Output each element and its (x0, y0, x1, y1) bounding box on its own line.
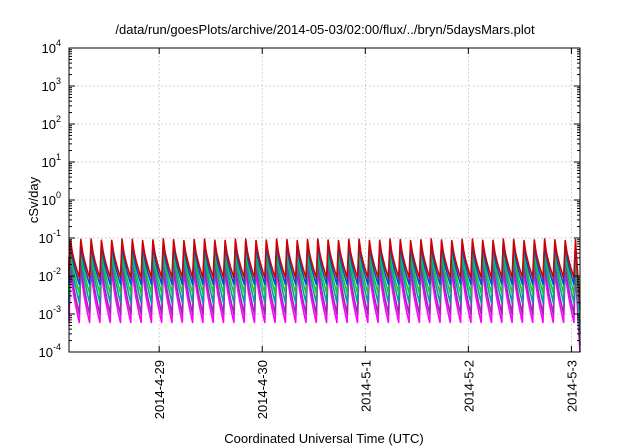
y-tick-base: 10 (42, 41, 56, 56)
y-tick-base: 10 (42, 155, 56, 170)
series-line (68, 246, 581, 323)
y-tick-base: 10 (42, 79, 56, 94)
y-tick-base: 10 (39, 269, 53, 284)
x-tick-label: 2014-5-2 (461, 360, 476, 412)
y-tick-base: 10 (39, 345, 53, 360)
series-line (68, 259, 581, 346)
y-tick-exponent: 1 (56, 152, 61, 162)
y-tick-label: 103 (42, 76, 61, 94)
series-line (68, 266, 581, 353)
y-tick-exponent: 0 (56, 190, 61, 200)
y-tick-label: 10-3 (39, 304, 61, 322)
y-tick-exponent: -4 (53, 342, 61, 352)
chart-title: /data/run/goesPlots/archive/2014-05-03/0… (115, 22, 535, 37)
y-tick-label: 100 (42, 190, 61, 208)
x-tick-label: 2014-5-1 (358, 360, 373, 412)
y-tick-exponent: -1 (53, 228, 61, 238)
y-tick-exponent: -2 (53, 266, 61, 276)
x-axis-label: Coordinated Universal Time (UTC) (224, 431, 423, 446)
y-tick-label: 10-4 (39, 342, 61, 360)
y-axis-label: cSv/day (26, 176, 41, 223)
series-lines (68, 238, 581, 353)
x-tick-label: 2014-5-3 (564, 360, 579, 412)
y-tick-exponent: -3 (53, 304, 61, 314)
y-tick-base: 10 (39, 231, 53, 246)
series-line (68, 242, 581, 310)
x-tick-label: 2014-4-29 (152, 360, 167, 419)
y-tick-label: 101 (42, 152, 61, 170)
y-tick-label: 102 (42, 114, 61, 132)
y-tick-exponent: 3 (56, 76, 61, 86)
y-tick-base: 10 (42, 117, 56, 132)
series-line (68, 238, 581, 305)
x-axis: 2014-4-29 2014-4-30 2014-5-1 2014-5-2 2014-5… (152, 48, 579, 419)
y-tick-label: 10-2 (39, 266, 61, 284)
y-tick-label: 104 (42, 38, 61, 56)
y-tick-exponent: 4 (56, 38, 61, 48)
y-tick-base: 10 (42, 193, 56, 208)
y-tick-base: 10 (39, 307, 53, 322)
y-tick-exponent: 2 (56, 114, 61, 124)
y-tick-label: 10-1 (39, 228, 61, 246)
series-line (68, 251, 581, 334)
x-tick-label: 2014-4-30 (255, 360, 270, 419)
